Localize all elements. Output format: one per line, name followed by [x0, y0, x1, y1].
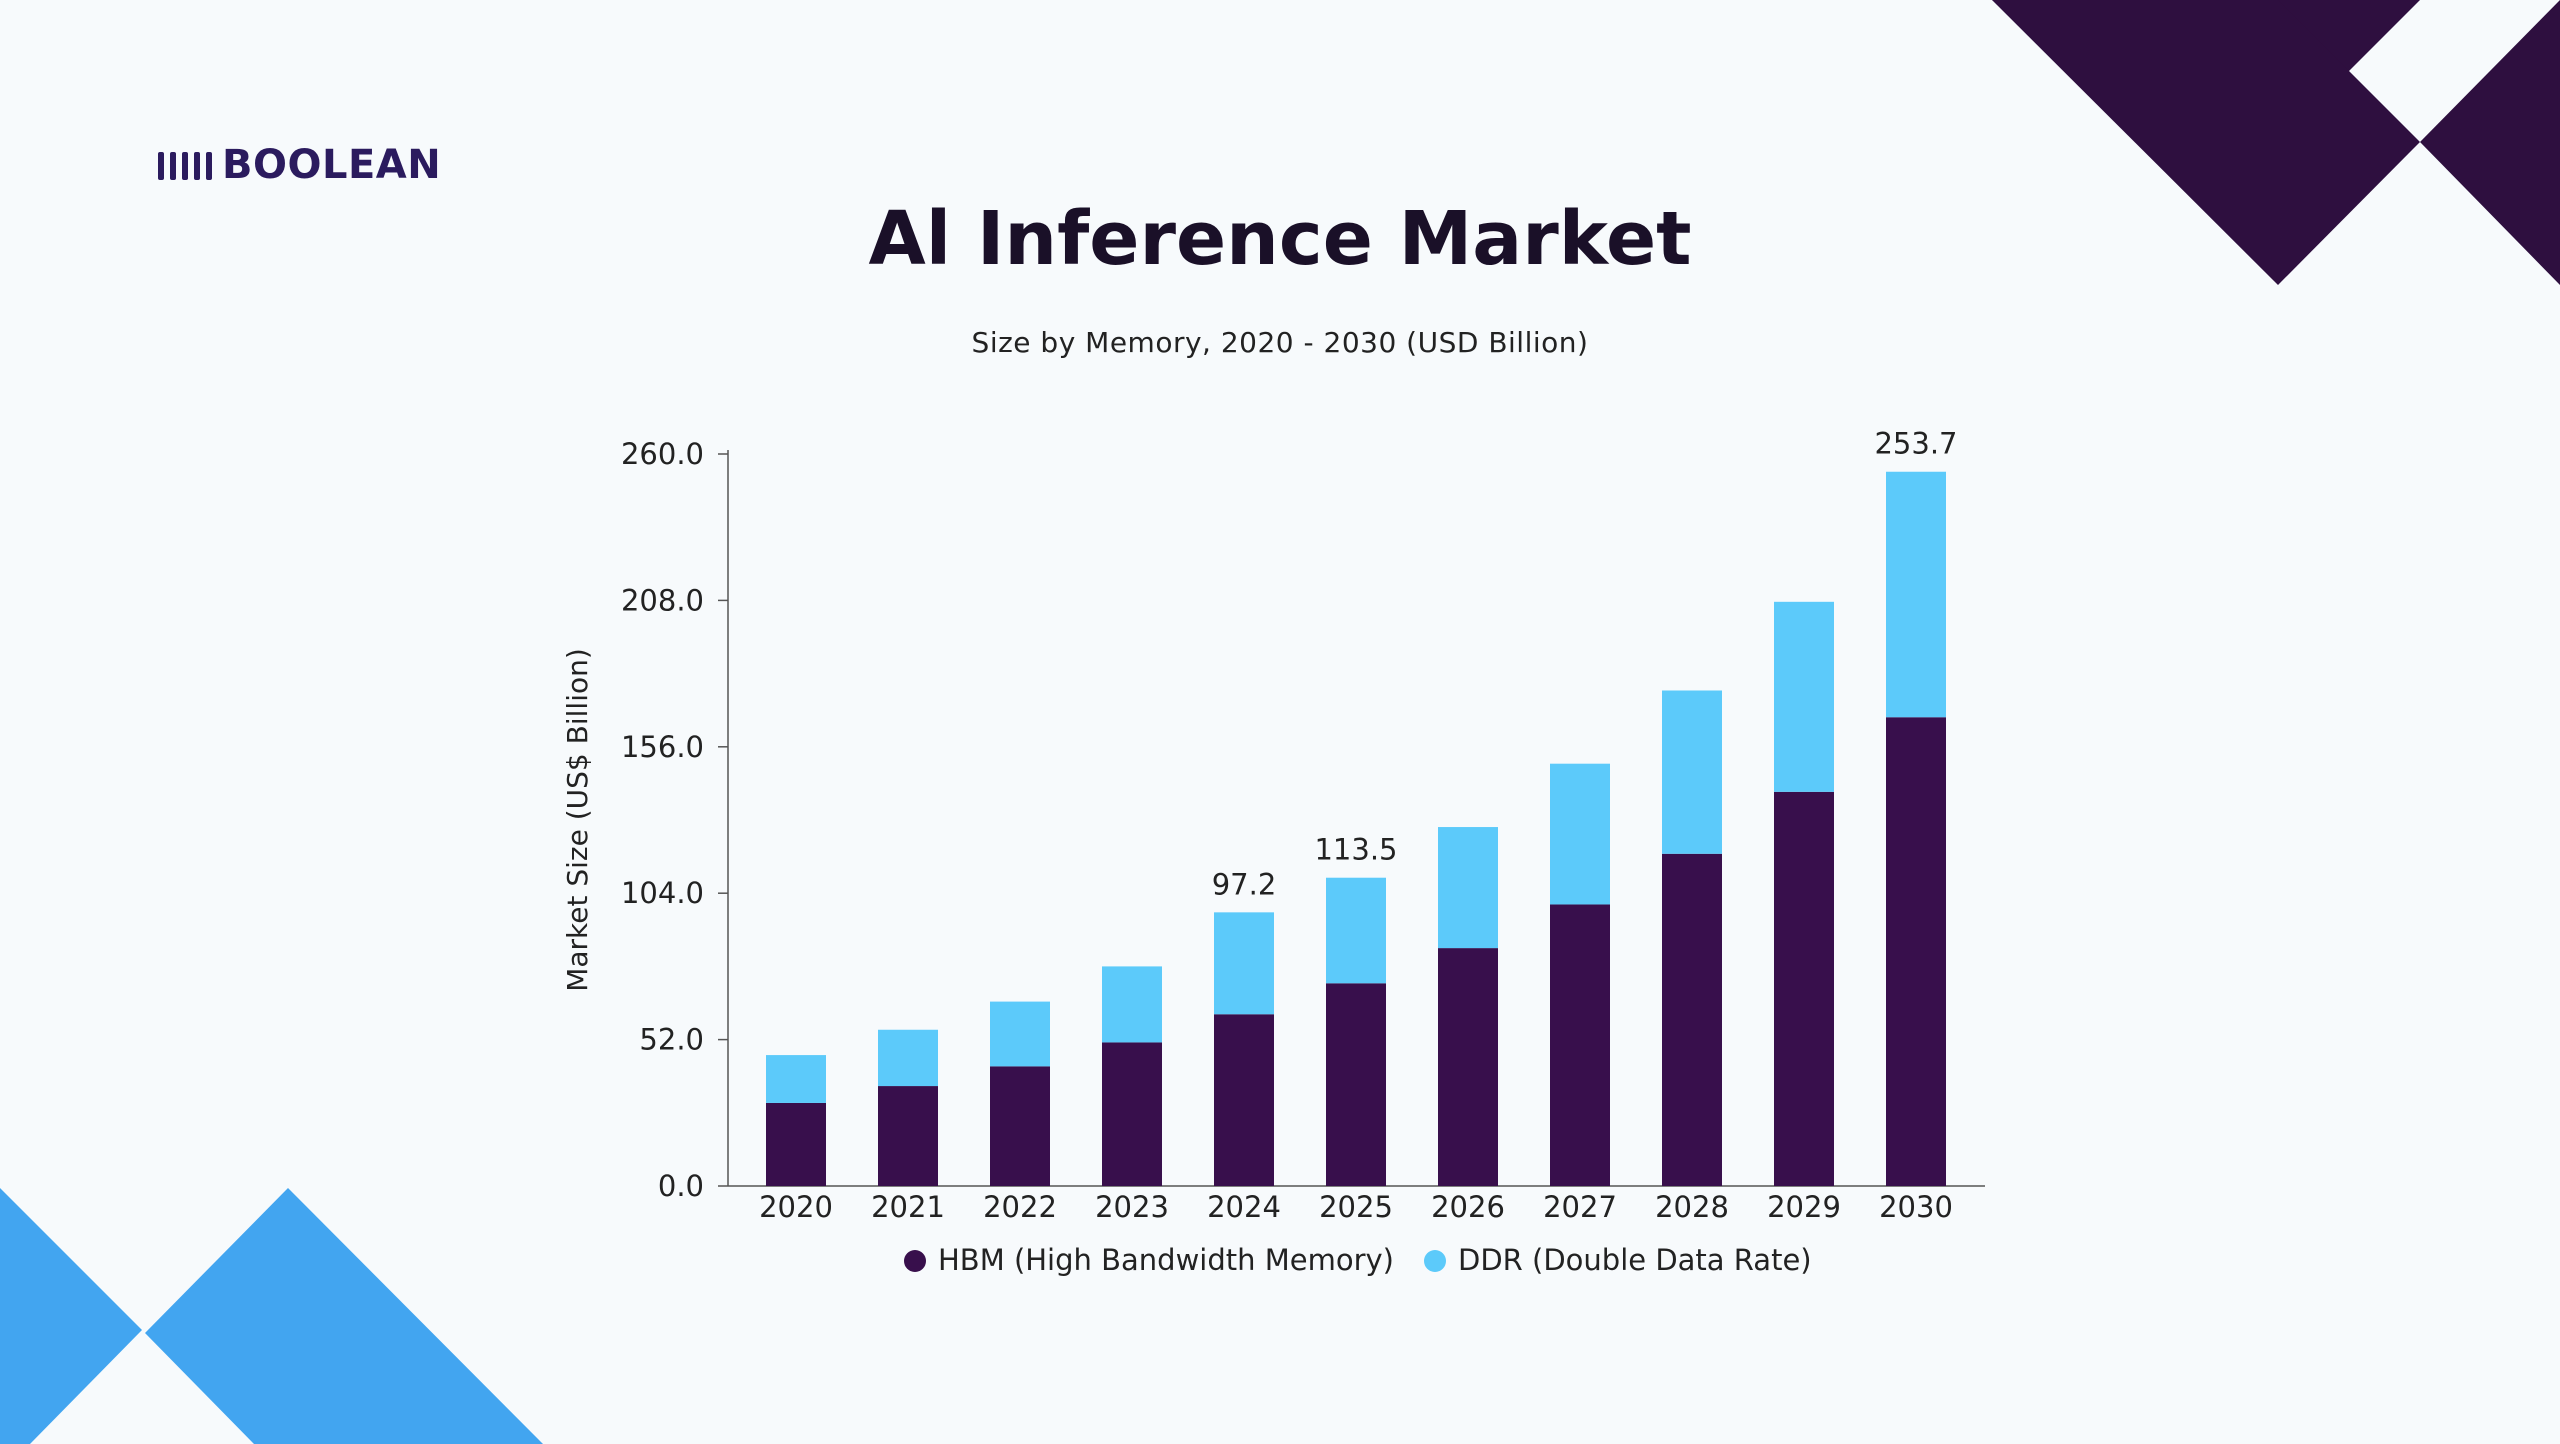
bar-hbm — [766, 1102, 826, 1186]
bar-ddr — [1886, 471, 1946, 718]
bar-ddr — [1326, 877, 1386, 984]
y-tick-label: 52.0 — [639, 1023, 704, 1057]
brand-logo: BOOLEAN — [158, 142, 441, 188]
y-tick-label: 260.0 — [621, 437, 704, 471]
bar-ddr — [1550, 763, 1610, 905]
y-tick-label: 0.0 — [658, 1169, 704, 1203]
bar-hbm — [1886, 717, 1946, 1186]
bar-hbm — [878, 1086, 938, 1186]
y-tick-label: 208.0 — [621, 583, 704, 617]
bar-ddr — [1662, 690, 1722, 854]
x-tick-label: 2024 — [1207, 1190, 1281, 1224]
bar-ddr — [766, 1055, 826, 1103]
bar-ddr — [1102, 966, 1162, 1043]
brand-name: BOOLEAN — [222, 142, 442, 188]
bar-hbm — [1214, 1014, 1274, 1186]
bar-ddr — [878, 1029, 938, 1087]
legend-marker-ddr — [1424, 1250, 1446, 1272]
x-tick-label: 2025 — [1319, 1190, 1393, 1224]
bar-hbm — [990, 1066, 1050, 1186]
x-tick-label: 2029 — [1767, 1190, 1841, 1224]
x-tick-label: 2020 — [759, 1190, 833, 1224]
bottom-left-blue-diamond — [145, 1188, 543, 1444]
legend-label-hbm: HBM (High Bandwidth Memory) — [938, 1243, 1394, 1277]
bar-hbm — [1326, 983, 1386, 1186]
data-label: 97.2 — [1212, 867, 1277, 901]
bar-hbm — [1438, 948, 1498, 1186]
data-label: 253.7 — [1874, 427, 1957, 461]
bar-ddr — [1438, 827, 1498, 949]
x-tick-label: 2026 — [1431, 1190, 1505, 1224]
y-tick-label: 156.0 — [621, 730, 704, 764]
legend-label-ddr: DDR (Double Data Rate) — [1458, 1243, 1812, 1277]
x-tick-label: 2027 — [1543, 1190, 1617, 1224]
data-label: 113.5 — [1314, 833, 1397, 867]
bar-hbm — [1102, 1042, 1162, 1186]
x-tick-label: 2028 — [1655, 1190, 1729, 1224]
barcode-icon — [158, 152, 212, 180]
x-tick-label: 2023 — [1095, 1190, 1169, 1224]
legend-marker-hbm — [904, 1250, 926, 1272]
chart-title: Al Inference Market — [868, 196, 1692, 282]
bar-ddr — [1774, 601, 1834, 792]
chart-subtitle: Size by Memory, 2020 - 2030 (USD Billion… — [971, 326, 1589, 359]
top-right-dark-diamond — [1992, 0, 2420, 285]
top-right-dark-diamond-2 — [2420, 0, 2560, 285]
bar-hbm — [1550, 904, 1610, 1186]
x-tick-label: 2030 — [1879, 1190, 1953, 1224]
y-axis-label: Market Size (US$ Billion) — [561, 648, 594, 992]
y-tick-label: 104.0 — [621, 876, 704, 910]
bottom-left-blue-triangle — [0, 1188, 142, 1444]
bar-hbm — [1662, 853, 1722, 1186]
x-tick-label: 2021 — [871, 1190, 945, 1224]
bar-ddr — [1214, 912, 1274, 1015]
bar-ddr — [990, 1001, 1050, 1067]
bar-hbm — [1774, 791, 1834, 1186]
x-tick-label: 2022 — [983, 1190, 1057, 1224]
